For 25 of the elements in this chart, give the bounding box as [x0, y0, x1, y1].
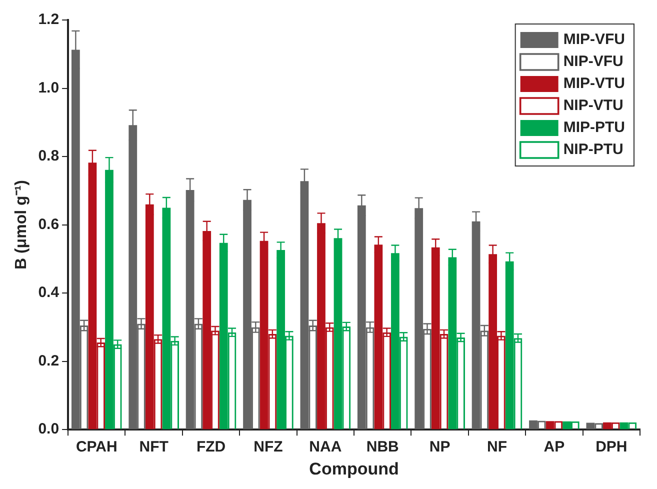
legend-label: MIP-VFU	[563, 31, 626, 48]
y-tick-label: 0.0	[38, 420, 60, 438]
y-axis-title: B (μmol g⁻¹)	[13, 180, 30, 270]
legend-label: NIP-VFU	[563, 53, 624, 70]
legend-label: NIP-PTU	[563, 141, 624, 158]
y-tick-label: 0.4	[38, 284, 60, 302]
y-tick-label: 1.2	[38, 11, 60, 28]
x-tick-label: FZD	[196, 438, 226, 456]
x-tick-label: NAA	[309, 438, 342, 456]
x-tick-label: NFZ	[254, 438, 283, 456]
y-tick-label: 0.8	[38, 148, 60, 165]
y-tick-label: 0.6	[38, 216, 60, 233]
x-tick-label: NBB	[366, 438, 400, 456]
x-tick-label: NF	[487, 438, 508, 456]
y-tick-label: 1.0	[38, 79, 60, 96]
x-tick-label: NP	[429, 438, 450, 456]
x-tick-label: DPH	[596, 438, 628, 456]
legend-label: MIP-PTU	[563, 119, 626, 136]
legend-label: MIP-VTU	[563, 75, 626, 92]
y-tick-label: 0.2	[38, 352, 60, 370]
x-tick-label: AP	[544, 438, 565, 456]
x-tick-label: CPAH	[76, 438, 118, 456]
x-tick-label: NFT	[139, 438, 168, 456]
legend-label: NIP-VTU	[563, 97, 624, 114]
x-axis-title: Compound	[309, 459, 399, 478]
